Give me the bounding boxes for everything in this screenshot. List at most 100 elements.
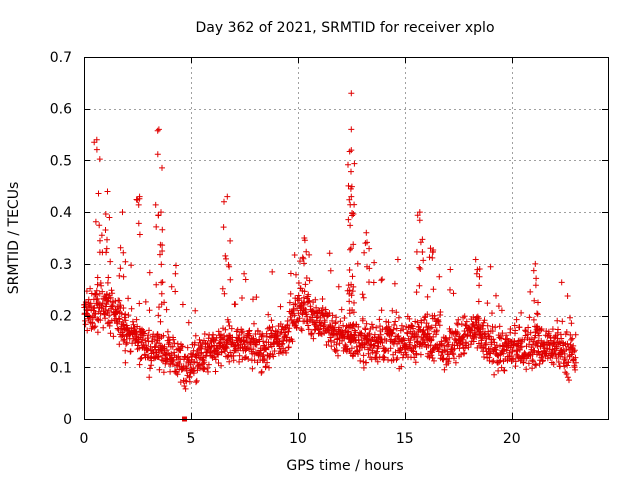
data-point <box>531 347 538 354</box>
data-point <box>215 360 222 366</box>
data-point <box>120 249 127 256</box>
y-axis-label: SRMTID / TECUs <box>6 182 22 295</box>
data-point <box>123 341 129 348</box>
data-point <box>362 326 369 333</box>
data-point <box>226 358 233 365</box>
data-point <box>534 311 541 318</box>
data-point <box>232 301 239 308</box>
data-point <box>250 296 256 303</box>
data-point <box>189 351 196 358</box>
data-point <box>332 348 339 355</box>
data-point <box>360 364 367 371</box>
data-point <box>204 365 211 372</box>
data-point <box>107 330 114 337</box>
data-point <box>212 337 219 344</box>
data-point <box>375 343 382 350</box>
data-point <box>525 360 532 367</box>
data-point <box>520 359 527 366</box>
data-point <box>473 270 480 277</box>
data-point <box>287 270 294 277</box>
data-point <box>260 338 267 345</box>
data-point <box>146 269 153 276</box>
data-point <box>475 298 482 305</box>
data-point <box>572 366 579 373</box>
data-point <box>147 365 153 372</box>
data-point <box>445 358 452 365</box>
data-point <box>154 331 161 338</box>
data-point <box>93 146 100 153</box>
data-point <box>94 316 101 322</box>
y-tick-label: 0.1 <box>50 360 72 376</box>
data-point <box>136 300 143 307</box>
data-point <box>242 276 249 283</box>
data-point <box>260 357 267 364</box>
data-point <box>359 315 366 322</box>
data-point <box>346 196 353 203</box>
data-point <box>197 345 204 351</box>
data-point <box>473 334 480 341</box>
data-point <box>90 314 97 321</box>
data-point <box>398 322 405 329</box>
data-point <box>220 224 227 231</box>
data-point <box>172 288 179 295</box>
data-point <box>153 223 160 230</box>
data-point <box>244 345 251 351</box>
data-point <box>553 355 560 362</box>
data-point <box>104 279 111 286</box>
data-point <box>301 237 308 244</box>
data-point <box>360 352 367 359</box>
data-point <box>522 327 529 334</box>
data-point <box>527 288 534 295</box>
data-point <box>355 323 362 330</box>
data-point <box>305 298 312 305</box>
data-point <box>374 358 381 365</box>
data-point <box>366 245 373 252</box>
data-point <box>534 310 540 317</box>
data-point <box>120 305 127 311</box>
data-point <box>96 156 103 163</box>
data-point <box>124 339 130 346</box>
data-point <box>429 254 436 261</box>
data-point <box>381 354 388 361</box>
data-point <box>122 359 129 366</box>
data-point <box>407 337 414 344</box>
data-point <box>450 351 457 358</box>
data-point <box>92 310 99 317</box>
data-point <box>268 317 275 324</box>
data-point <box>561 363 568 370</box>
data-point <box>570 342 577 349</box>
data-point <box>345 216 352 223</box>
data-point <box>336 324 342 331</box>
data-point <box>346 310 353 317</box>
data-point <box>418 343 425 349</box>
data-point <box>183 365 190 372</box>
data-point <box>357 357 364 364</box>
y-tick-label: 0.7 <box>50 50 72 66</box>
data-point <box>461 328 468 334</box>
data-point <box>95 300 102 306</box>
data-point <box>394 355 401 361</box>
gridlines <box>84 57 608 419</box>
data-point <box>212 356 219 363</box>
data-point <box>351 331 358 338</box>
data-point <box>366 331 373 338</box>
data-point <box>361 344 368 351</box>
data-point <box>285 344 292 351</box>
data-point <box>122 347 129 354</box>
data-point <box>169 343 176 350</box>
data-point <box>258 368 265 375</box>
data-point <box>97 317 104 324</box>
data-point <box>571 347 578 354</box>
data-point <box>253 294 260 301</box>
data-point <box>236 358 243 365</box>
data-point <box>416 217 423 224</box>
data-point <box>428 337 434 344</box>
data-point <box>513 316 520 323</box>
y-tick-label: 0.5 <box>50 153 72 169</box>
data-point <box>385 356 391 363</box>
data-point <box>512 358 519 365</box>
data-point <box>230 357 237 364</box>
data-point <box>152 343 159 350</box>
data-point <box>174 371 181 378</box>
data-point <box>121 314 128 321</box>
